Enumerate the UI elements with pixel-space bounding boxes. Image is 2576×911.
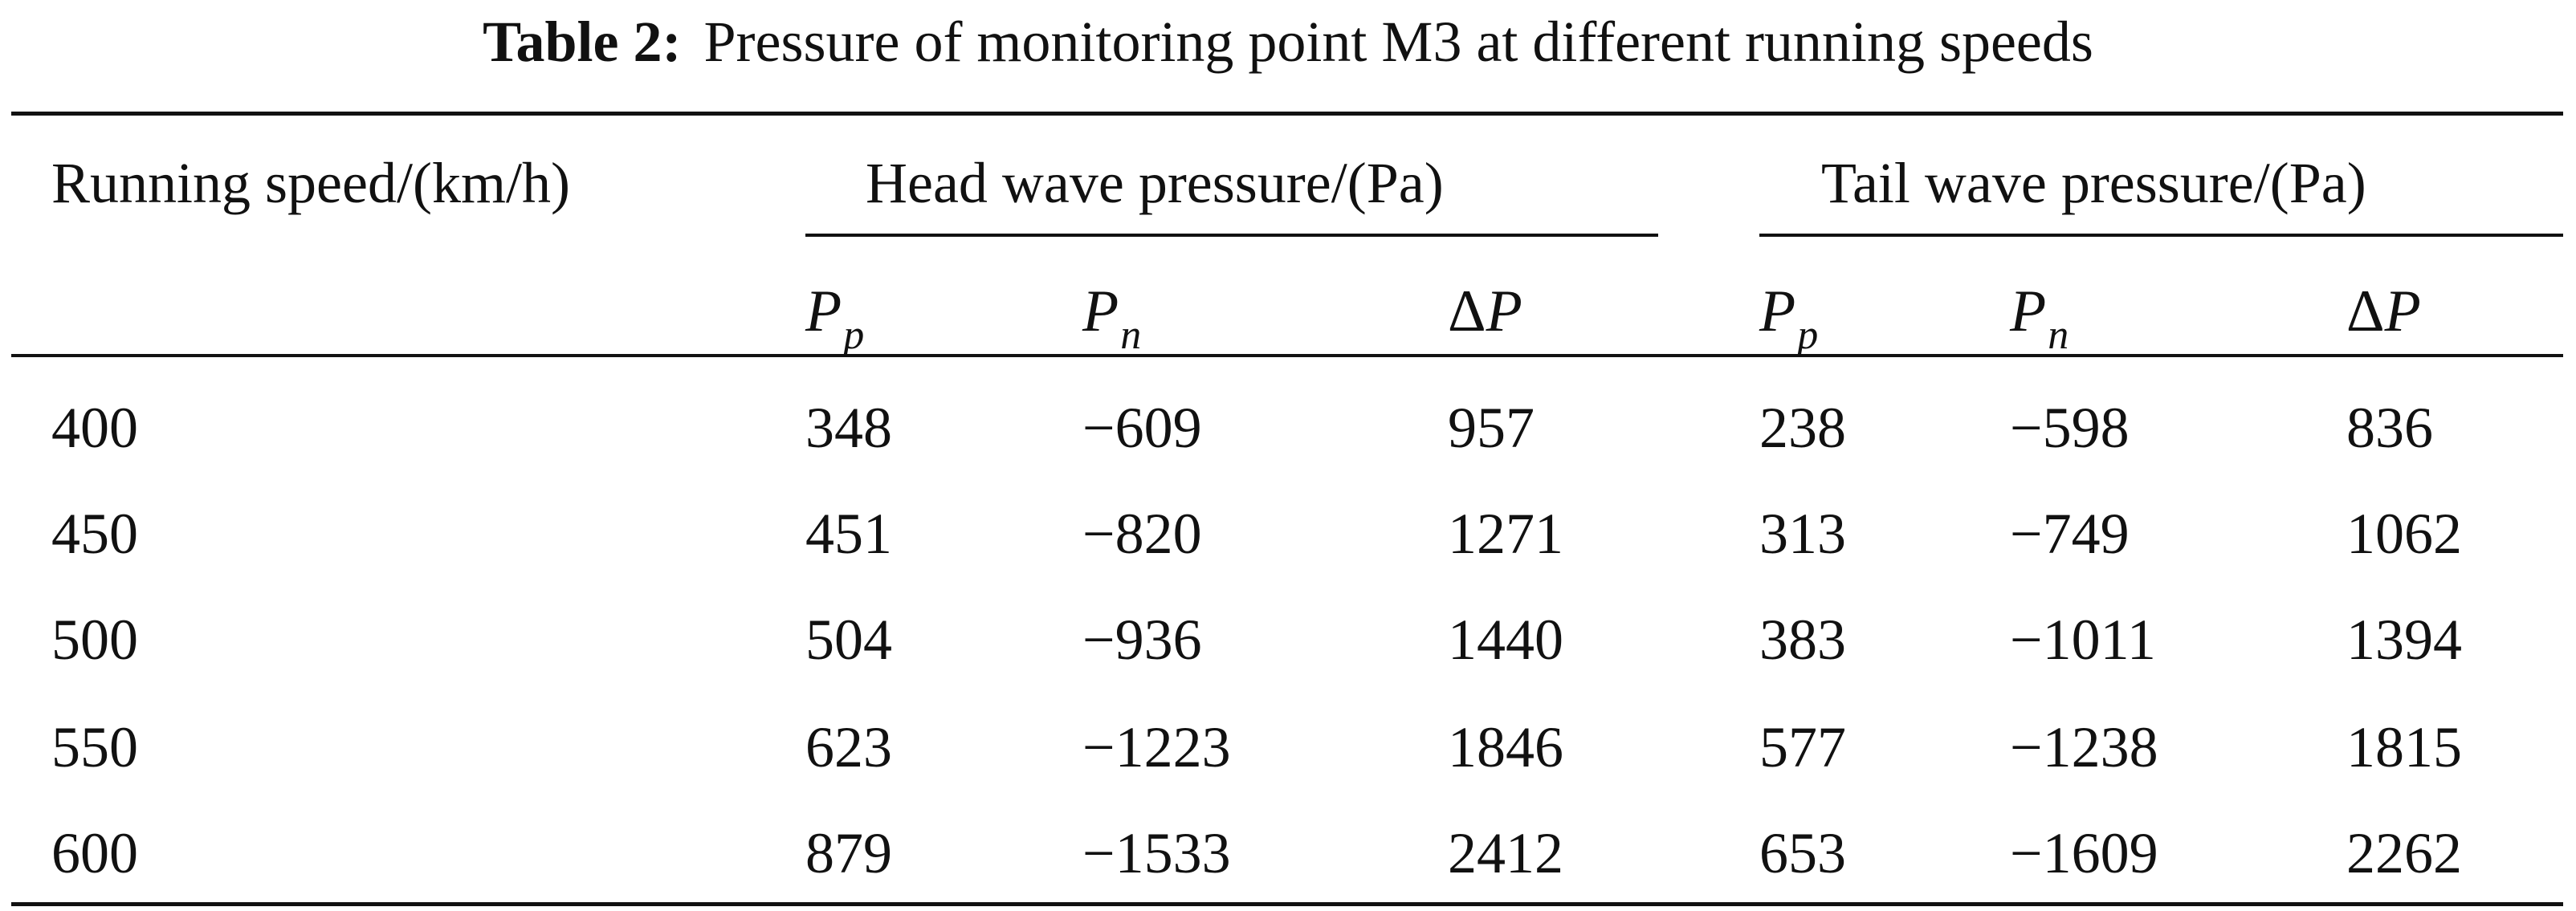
cell-head-pn: −936 (1082, 608, 1202, 672)
subheader-head-dp: ΔP (1448, 279, 1522, 344)
head-wave-group-header: Head wave pressure/(Pa) (866, 151, 1444, 215)
symbol-subscript: n (1120, 312, 1142, 358)
symbol-main: P (1759, 279, 1796, 344)
cell-tail-pn: −598 (2010, 396, 2130, 460)
caption-label: Table 2: (483, 10, 682, 74)
subheader-head-pp: Pp (805, 279, 864, 358)
cell-speed: 600 (51, 821, 138, 885)
symbol-main: P (805, 279, 842, 344)
cell-tail-pp: 383 (1759, 608, 1846, 672)
symbol-subscript: p (1797, 312, 1819, 358)
cell-tail-pp: 313 (1759, 502, 1846, 566)
cell-head-dp: 1440 (1448, 608, 1563, 672)
cell-tail-pn: −749 (2010, 502, 2130, 566)
cell-tail-pp: 653 (1759, 821, 1846, 885)
cell-head-pn: −609 (1082, 396, 1202, 460)
cell-head-dp: 1271 (1448, 502, 1563, 566)
cell-head-pp: 623 (805, 715, 892, 779)
cell-tail-pp: 577 (1759, 715, 1846, 779)
symbol-subscript: n (2048, 312, 2069, 358)
cell-head-pn: −1533 (1082, 821, 1231, 885)
cell-tail-pn: −1609 (2010, 821, 2158, 885)
head-wave-group-rule (805, 234, 1658, 237)
cell-head-dp: 2412 (1448, 821, 1563, 885)
tail-wave-group-rule (1759, 234, 2563, 237)
cell-tail-dp: 1815 (2346, 715, 2462, 779)
cell-head-pp: 879 (805, 821, 892, 885)
caption-text: Pressure of monitoring point M3 at diffe… (703, 10, 2093, 74)
cell-tail-pn: −1011 (2010, 608, 2156, 672)
cell-head-pn: −1223 (1082, 715, 1231, 779)
table-bottom-rule (11, 902, 2563, 906)
symbol-main: P (1082, 279, 1119, 344)
cell-head-pp: 451 (805, 502, 892, 566)
cell-tail-pn: −1238 (2010, 715, 2158, 779)
cell-head-pn: −820 (1082, 502, 1202, 566)
symbol-main: P (2010, 279, 2047, 344)
cell-tail-dp: 836 (2346, 396, 2433, 460)
symbol-delta: Δ (2346, 279, 2385, 344)
cell-tail-dp: 1062 (2346, 502, 2462, 566)
cell-speed: 550 (51, 715, 138, 779)
cell-head-dp: 1846 (1448, 715, 1563, 779)
subheader-tail-dp: ΔP (2346, 279, 2421, 344)
cell-head-dp: 957 (1448, 396, 1535, 460)
cell-head-pp: 504 (805, 608, 892, 672)
symbol-subscript: p (843, 312, 865, 358)
symbol-main: P (1486, 279, 1522, 344)
cell-speed: 400 (51, 396, 138, 460)
cell-head-pp: 348 (805, 396, 892, 460)
table-top-rule (11, 112, 2563, 116)
symbol-main: P (2384, 279, 2421, 344)
table-caption: Table 2: Pressure of monitoring point M3 … (0, 3, 2576, 80)
subheader-tail-pp: Pp (1759, 279, 1818, 358)
cell-tail-dp: 1394 (2346, 608, 2462, 672)
subheader-tail-pn: Pn (2010, 279, 2069, 358)
tail-wave-group-header: Tail wave pressure/(Pa) (1821, 151, 2366, 215)
symbol-delta: Δ (1448, 279, 1486, 344)
cell-speed: 500 (51, 608, 138, 672)
cell-tail-dp: 2262 (2346, 821, 2462, 885)
subheader-head-pn: Pn (1082, 279, 1141, 358)
table-header-rule (11, 354, 2563, 357)
cell-speed: 450 (51, 502, 138, 566)
cell-tail-pp: 238 (1759, 396, 1846, 460)
row-header-label: Running speed/(km/h) (51, 151, 570, 215)
